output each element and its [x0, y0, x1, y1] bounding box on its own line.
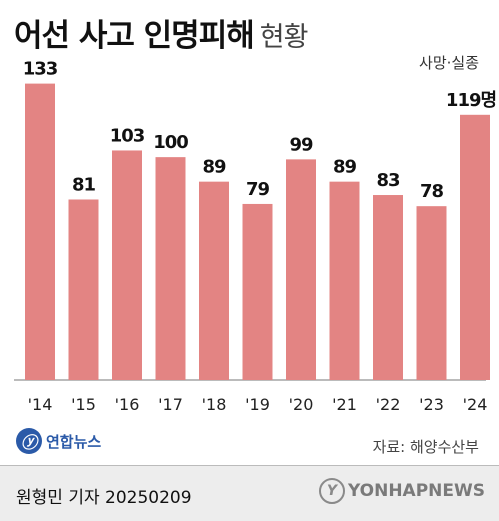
x-tick-label-2: '16 [115, 395, 140, 414]
reporter-credit: 원형민 기자 20250209 [16, 488, 192, 508]
bar-10 [460, 114, 490, 381]
yonhap-logo-icon: ⓨ [16, 428, 42, 454]
value-label-1: 81 [72, 174, 96, 195]
value-label-7: 89 [333, 157, 357, 178]
value-label-2: 103 [110, 125, 145, 146]
x-tick-label-6: '20 [289, 395, 314, 414]
x-tick-label-1: '15 [71, 395, 96, 414]
value-label-5: 79 [246, 179, 270, 200]
bar-5 [242, 203, 273, 380]
chart-title-sub: 현황 [259, 22, 309, 53]
chart-title: 어선 사고 인명피해 현황 [14, 10, 309, 55]
x-tick-label-10: '24 [463, 395, 488, 414]
bar-1 [68, 199, 99, 380]
footer-divider [0, 465, 499, 466]
bar-4 [199, 181, 229, 380]
x-tick-label-4: '18 [202, 395, 227, 414]
source-label: 자료: 해양수산부 [372, 438, 479, 456]
x-tick-label-3: '17 [158, 395, 183, 414]
x-tick-label-5: '19 [245, 395, 270, 414]
x-tick-label-8: '22 [376, 395, 401, 414]
watermark-icon: Y [318, 478, 345, 504]
bar-2 [112, 150, 142, 380]
yonhapnews-watermark: Y YONHAPNEWS [318, 478, 485, 504]
bar-chart: 133 '14 81 '15 103 '16 100 '17 89 '18 79 '19 99 '20 89… [14, 59, 497, 414]
bar-9 [416, 206, 447, 380]
bar-3 [155, 157, 186, 380]
yonhap-logo: ⓨ 연합뉴스 [16, 428, 101, 454]
bar-7 [329, 181, 360, 380]
unit-label: 사망·실종 [419, 54, 479, 72]
bar-8 [373, 195, 403, 380]
x-tick-label-7: '21 [332, 395, 357, 414]
value-label-6: 99 [289, 134, 313, 155]
x-tick-label-0: '14 [28, 395, 53, 414]
value-label-0: 133 [23, 59, 58, 80]
bar-0 [25, 83, 55, 380]
footer-bar [0, 466, 499, 521]
value-label-10: 119명 [446, 90, 496, 111]
x-tick-label-9: '23 [419, 395, 444, 414]
chart-title-main: 어선 사고 인명피해 [14, 18, 255, 54]
bar-6 [286, 159, 316, 380]
value-label-9: 78 [420, 181, 444, 202]
value-label-3: 100 [153, 132, 188, 153]
yonhap-logo-text: 연합뉴스 [46, 432, 102, 451]
watermark-text: YONHAPNEWS [347, 481, 485, 501]
value-label-8: 83 [376, 170, 400, 191]
value-label-4: 89 [202, 157, 226, 178]
